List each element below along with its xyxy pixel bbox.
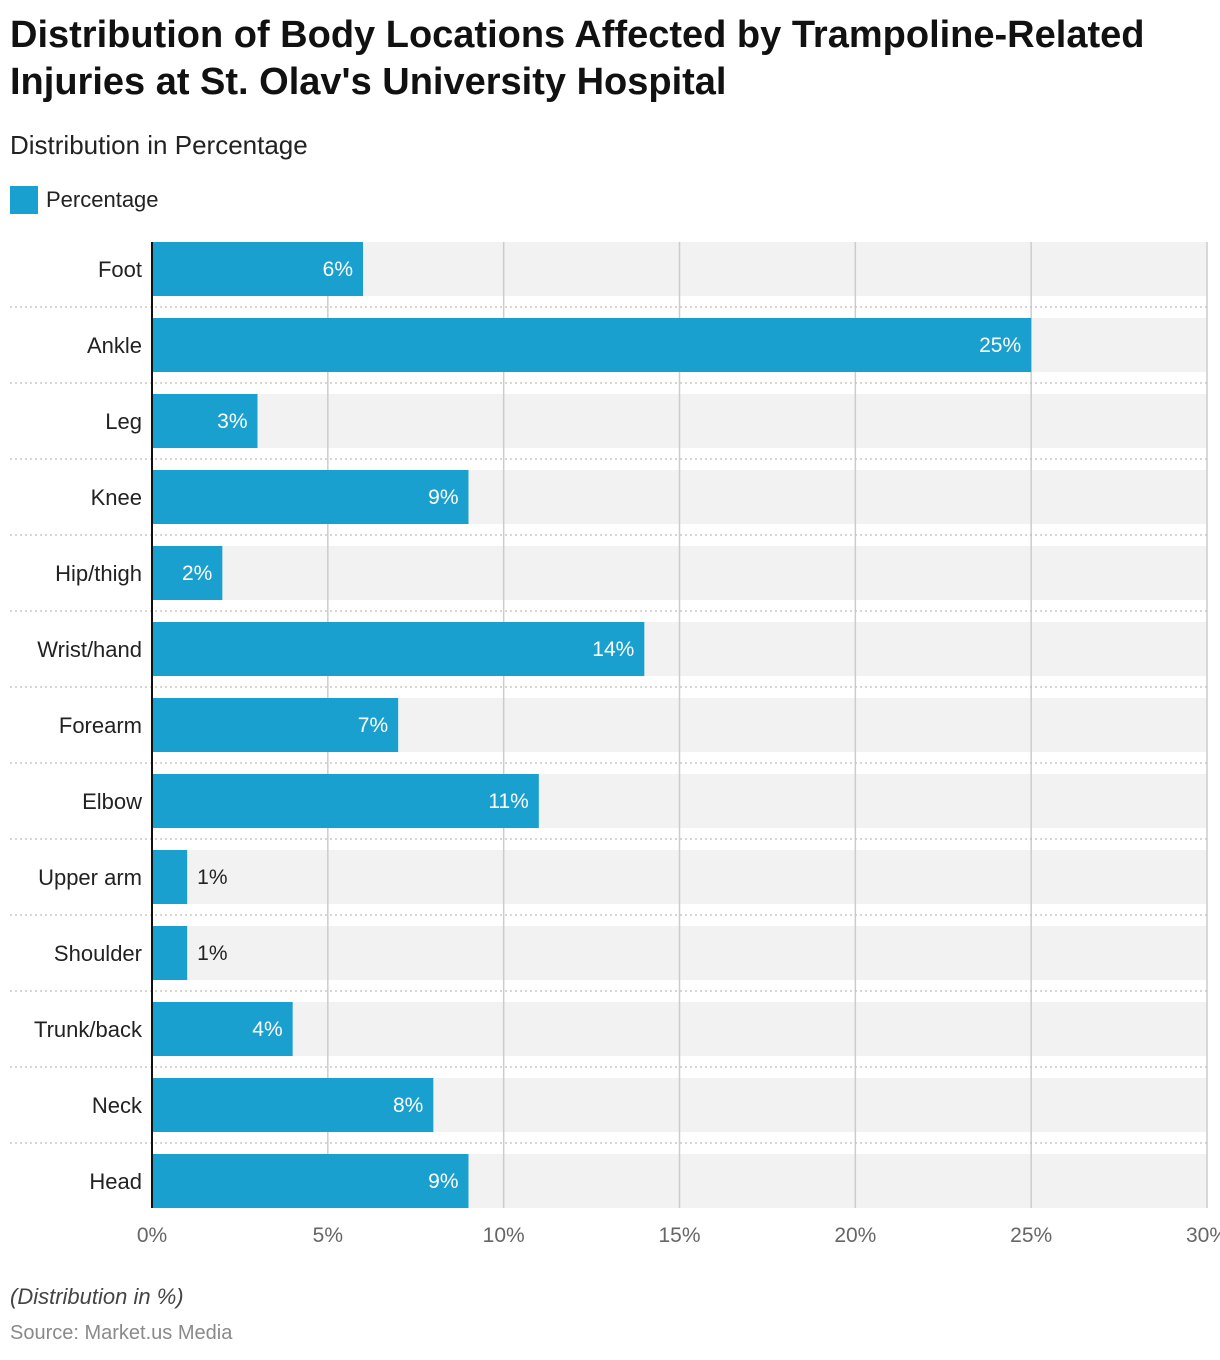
- category-label: Neck: [92, 1093, 143, 1118]
- category-label: Trunk/back: [34, 1017, 143, 1042]
- category-label: Shoulder: [54, 941, 142, 966]
- data-label: 11%: [488, 790, 528, 813]
- x-tick-label: 15%: [658, 1224, 700, 1247]
- bar-neck: [152, 1078, 434, 1132]
- footnote: (Distribution in %): [10, 1284, 184, 1309]
- category-label: Head: [89, 1169, 142, 1194]
- category-label: Foot: [98, 257, 142, 282]
- source-credit: Source: Market.us Media: [10, 1322, 233, 1344]
- data-label: 25%: [979, 334, 1021, 357]
- category-label: Upper arm: [38, 865, 142, 890]
- data-label: 9%: [428, 486, 458, 509]
- data-label: 1%: [197, 942, 227, 965]
- data-label: 1%: [197, 866, 227, 889]
- x-tick-label: 25%: [1010, 1224, 1052, 1247]
- x-tick-label: 30%: [1186, 1224, 1220, 1247]
- data-label: 6%: [323, 258, 353, 281]
- bar-knee: [152, 470, 469, 524]
- legend-label: Percentage: [46, 187, 159, 212]
- category-label: Forearm: [59, 713, 142, 738]
- legend-swatch: [10, 186, 38, 214]
- bar-wrist-hand: [152, 622, 645, 676]
- legend: Percentage: [10, 186, 159, 214]
- bar-trunk-back: [152, 1002, 293, 1056]
- x-tick-label: 20%: [834, 1224, 876, 1247]
- bar-leg: [152, 394, 258, 448]
- data-label: 7%: [358, 714, 388, 737]
- data-label: 8%: [393, 1094, 423, 1117]
- data-label: 9%: [428, 1170, 458, 1193]
- category-label: Ankle: [87, 333, 142, 358]
- x-tick-label: 5%: [313, 1224, 343, 1247]
- category-label: Elbow: [82, 789, 142, 814]
- data-label: 2%: [182, 562, 212, 585]
- category-label: Knee: [91, 485, 142, 510]
- bar-elbow: [152, 774, 539, 828]
- bar-hip-thigh: [152, 546, 223, 600]
- category-label: Hip/thigh: [55, 561, 142, 586]
- bar-ankle: [152, 318, 1032, 372]
- category-label: Wrist/hand: [37, 637, 142, 662]
- bar-forearm: [152, 698, 399, 752]
- category-label: Leg: [105, 409, 142, 434]
- data-label: 14%: [592, 638, 634, 661]
- bar-upper-arm: [152, 850, 188, 904]
- x-tick-label: 10%: [483, 1224, 525, 1247]
- data-label: 3%: [217, 410, 247, 433]
- data-label: 4%: [252, 1018, 282, 1041]
- bar-head: [152, 1154, 469, 1208]
- x-tick-label: 0%: [137, 1224, 167, 1247]
- bar-foot: [152, 242, 363, 296]
- bar-shoulder: [152, 926, 188, 980]
- chart-title: Distribution of Body Locations Affected …: [10, 14, 1145, 103]
- chart-subtitle: Distribution in Percentage: [10, 130, 308, 160]
